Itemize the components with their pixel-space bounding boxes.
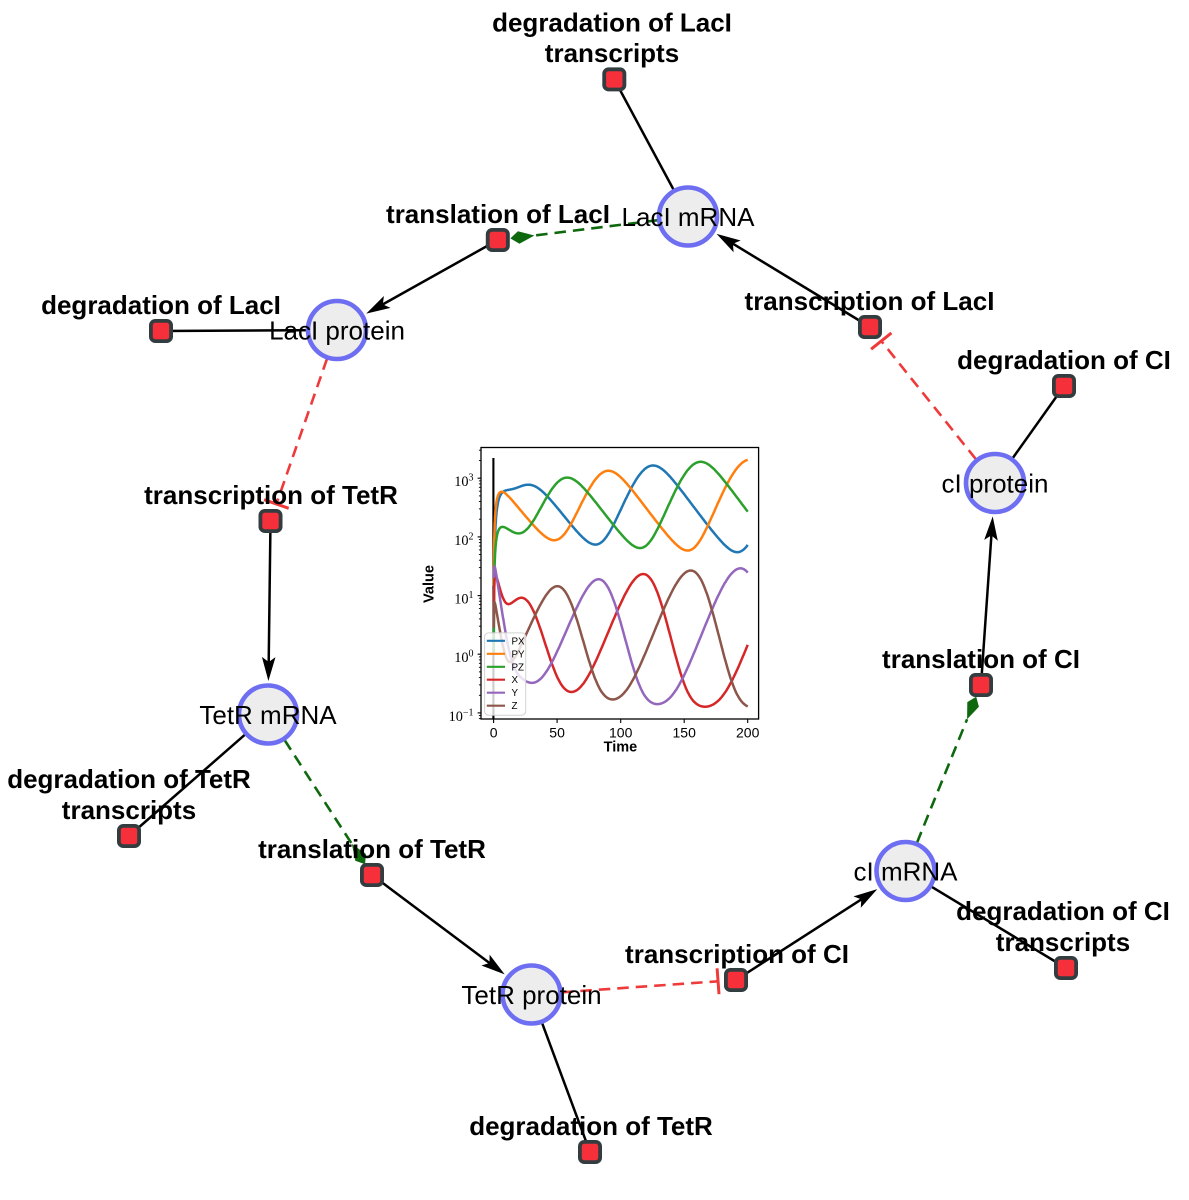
svg-text:Y: Y: [512, 688, 519, 699]
svg-text:Z: Z: [512, 701, 518, 712]
svg-text:X: X: [512, 675, 519, 686]
svg-text:PX: PX: [512, 636, 526, 647]
svg-text:PZ: PZ: [512, 662, 525, 673]
svg-text:LacI protein: LacI protein: [269, 316, 405, 346]
svg-text:translation of LacI: translation of LacI: [386, 199, 610, 229]
svg-text:LacI mRNA: LacI mRNA: [622, 202, 756, 232]
svg-text:degradation of LacI: degradation of LacI: [41, 290, 281, 320]
svg-text:150: 150: [673, 724, 697, 740]
svg-text:translation of TetR: translation of TetR: [258, 834, 486, 864]
svg-text:transcripts: transcripts: [545, 38, 679, 68]
svg-text:degradation of LacI: degradation of LacI: [492, 8, 732, 38]
svg-text:PY: PY: [512, 649, 526, 660]
svg-text:100: 100: [609, 724, 633, 740]
svg-text:TetR protein: TetR protein: [461, 980, 601, 1010]
svg-text:degradation of TetR: degradation of TetR: [469, 1111, 713, 1141]
svg-text:cI mRNA: cI mRNA: [854, 857, 959, 887]
svg-text:Value: Value: [421, 565, 437, 603]
svg-text:50: 50: [549, 724, 565, 740]
svg-text:0: 0: [490, 724, 498, 740]
svg-text:cI protein: cI protein: [942, 469, 1049, 499]
svg-text:degradation of CI: degradation of CI: [957, 345, 1171, 375]
svg-text:degradation of TetR: degradation of TetR: [7, 764, 251, 794]
svg-text:transcription of CI: transcription of CI: [625, 939, 849, 969]
svg-text:TetR mRNA: TetR mRNA: [199, 700, 337, 730]
svg-text:transcription of TetR: transcription of TetR: [144, 480, 398, 510]
svg-text:200: 200: [736, 724, 760, 740]
svg-text:translation of CI: translation of CI: [882, 644, 1080, 674]
svg-text:transcripts: transcripts: [62, 795, 196, 825]
svg-text:transcription of LacI: transcription of LacI: [745, 286, 995, 316]
svg-text:degradation of CI: degradation of CI: [956, 896, 1170, 926]
svg-text:Time: Time: [604, 740, 638, 756]
svg-text:transcripts: transcripts: [996, 927, 1130, 957]
